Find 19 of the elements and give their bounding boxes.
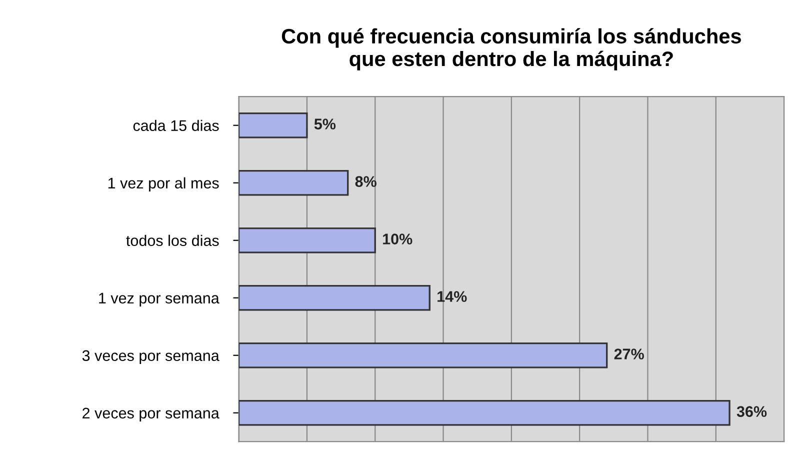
data-label: 10%: [383, 234, 412, 244]
bar: [238, 170, 349, 196]
data-label: 36%: [736, 406, 767, 417]
data-label: 14%: [438, 291, 467, 302]
y-tick-label: 2 veces por semana: [82, 408, 220, 422]
y-tick-label: cada 15 dias: [133, 120, 219, 132]
bar: [238, 284, 430, 311]
y-tick-label: 1 vez por al mes: [108, 177, 219, 192]
y-tick-label: todos los dias: [126, 234, 219, 246]
bar: [238, 342, 608, 368]
data-label: 5%: [314, 118, 336, 130]
y-tick-label: 1 vez por semana: [99, 292, 220, 307]
data-label: 8%: [355, 176, 376, 187]
bar: [238, 400, 730, 426]
data-label: 27%: [614, 348, 644, 360]
chart-title: Con qué frecuencia consumiría los sánduches que esten dentro de la máquina?: [282, 28, 741, 70]
y-tick-label: 3 veces por semana: [82, 350, 220, 364]
bar: [238, 112, 308, 138]
bar: [238, 227, 376, 254]
